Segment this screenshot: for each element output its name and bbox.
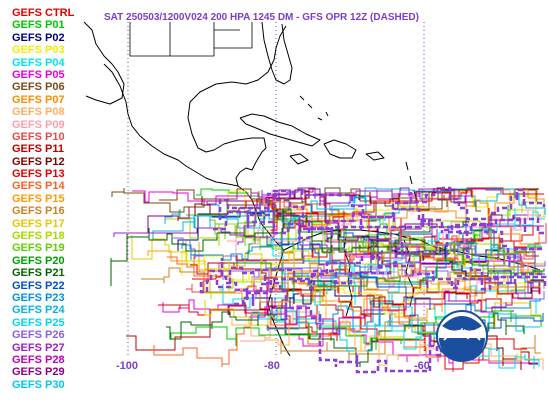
ensemble-contour <box>190 262 540 317</box>
legend-item: GEFS P23 <box>12 291 65 304</box>
ensemble-contours <box>110 186 547 374</box>
legend-item: GEFS P12 <box>12 155 65 168</box>
ensemble-contour <box>165 201 538 248</box>
legend-item: GEFS P25 <box>12 316 65 329</box>
operational-contour <box>213 188 547 291</box>
ensemble-contour <box>264 188 545 232</box>
ensemble-contour <box>240 282 541 335</box>
legend-item: GEFS P28 <box>12 353 65 366</box>
ensemble-contour <box>186 205 543 286</box>
noaa-logo: NOAA <box>436 310 488 362</box>
legend-item: GEFS P18 <box>12 230 65 243</box>
ensemble-contour <box>181 230 546 286</box>
legend-item: GEFS P02 <box>12 31 65 44</box>
ensemble-contour <box>280 317 541 362</box>
ensemble-contour <box>153 294 477 367</box>
legend-item: GEFS P17 <box>12 217 65 230</box>
legend-item: GEFS P19 <box>12 242 65 255</box>
legend-item: GEFS P16 <box>12 205 65 218</box>
ensemble-contour <box>271 187 546 222</box>
legend-item: GEFS P11 <box>12 143 64 156</box>
legend-item: GEFS P04 <box>12 56 65 69</box>
legend-item: GEFS P14 <box>12 180 65 193</box>
legend-item: GEFS P07 <box>12 93 65 106</box>
legend-item: GEFS P09 <box>12 118 65 131</box>
ensemble-contour <box>158 304 527 370</box>
legend-item: GEFS P15 <box>12 192 65 205</box>
ensemble-contour <box>132 190 521 274</box>
ensemble-contour <box>278 228 544 329</box>
ensemble-contour <box>271 187 544 231</box>
legend-item: GEFS P10 <box>12 130 65 143</box>
ensemble-contour <box>166 311 525 367</box>
operational-contour <box>215 252 544 290</box>
ensemble-legend: GEFS CTRL GEFS P01 GEFS P02 GEFS P03 GEFS P0… <box>12 7 104 391</box>
longitude-label-60: -60 <box>414 360 430 372</box>
ensemble-contour <box>209 204 515 277</box>
legend-item: GEFS P06 <box>12 81 65 94</box>
longitude-label-80: -80 <box>264 360 280 372</box>
legend-item: GEFS P05 <box>12 68 65 81</box>
ensemble-contour <box>251 310 540 369</box>
legend-item: GEFS P24 <box>12 304 65 317</box>
ensemble-contour <box>110 208 469 286</box>
ensemble-contour <box>131 235 526 273</box>
legend-item: GEFS P22 <box>12 279 65 292</box>
legend-item: GEFS P27 <box>12 341 65 354</box>
legend-item: GEFS P13 <box>12 168 65 181</box>
legend-item: GEFS P08 <box>12 106 65 119</box>
operational-contour <box>246 186 545 260</box>
legend-item: GEFS P21 <box>12 267 65 280</box>
map-title: SAT 250503/1200V024 200 HPA 1245 DM - GF… <box>104 12 419 23</box>
longitude-label-100: -100 <box>116 360 139 372</box>
operational-contour <box>234 217 545 306</box>
legend-item: GEFS CTRL <box>12 7 75 19</box>
ensemble-contour <box>126 279 514 351</box>
legend-item: GEFS P01 <box>12 19 65 32</box>
ensemble-contour <box>113 187 502 237</box>
ensemble-contour <box>234 248 545 292</box>
legend-item: GEFS P30 <box>12 378 65 391</box>
legend-item: GEFS P26 <box>12 329 65 342</box>
legend-item: GEFS P20 <box>12 254 65 267</box>
ensemble-contour <box>243 199 539 261</box>
legend-item: GEFS P29 <box>12 366 65 379</box>
operational-contour <box>218 188 546 236</box>
legend-item: GEFS P03 <box>12 44 65 57</box>
svg-text:NOAA: NOAA <box>449 322 476 332</box>
